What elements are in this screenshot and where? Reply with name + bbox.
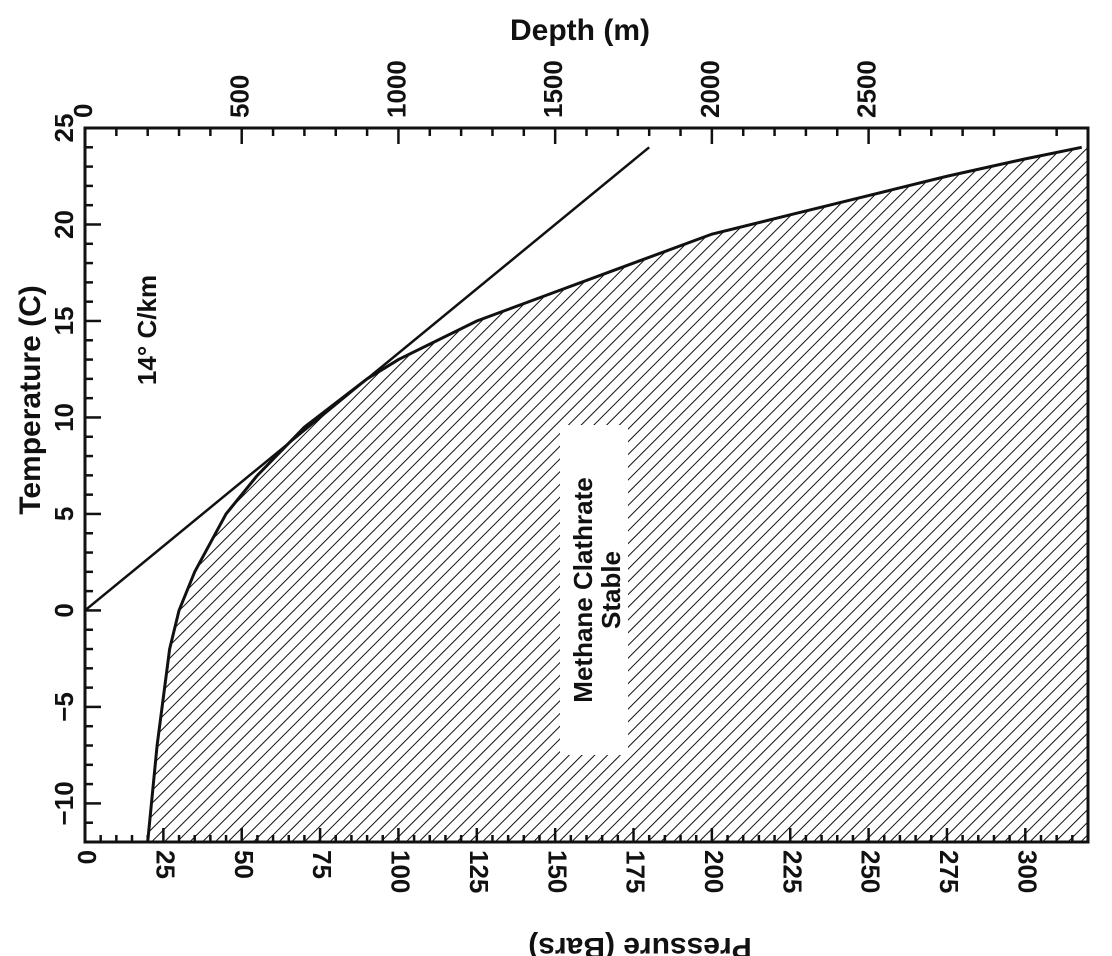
temperature-tick-label: 20 xyxy=(49,210,79,239)
geotherm-label: 14° C/km xyxy=(132,275,162,385)
temperature-axis-title: Temperature (C) xyxy=(14,285,47,514)
temperature-tick-label: 0 xyxy=(49,603,79,617)
pressure-tick-label: 300 xyxy=(1012,850,1042,893)
pressure-tick-label: 25 xyxy=(150,850,180,879)
stability-boundary-line xyxy=(146,145,1083,843)
depth-tick-label: 1500 xyxy=(538,60,568,118)
pressure-tick-label: 100 xyxy=(386,850,416,893)
temperature-tick-label: 25 xyxy=(49,114,79,143)
depth-tick-label: 2000 xyxy=(695,60,725,118)
stable-label-background xyxy=(560,425,628,755)
pressure-tick-label: 275 xyxy=(934,850,964,893)
pressure-tick-label: 250 xyxy=(856,850,886,893)
pressure-tick-label: 0 xyxy=(72,850,102,864)
temperature-tick-label: 15 xyxy=(49,307,79,336)
pressure-tick-label: 200 xyxy=(699,850,729,893)
temperature-tick-label: −10 xyxy=(49,781,79,825)
temperature-tick-label: 10 xyxy=(49,403,79,432)
depth-tick-label: 1000 xyxy=(381,60,411,118)
pressure-axis-title: Pressure (Bars) xyxy=(528,931,751,956)
stable-label-line2: Stable xyxy=(596,551,626,629)
depth-tick-label: 2500 xyxy=(851,60,881,118)
temperature-tick-label: −5 xyxy=(49,692,79,722)
pressure-tick-label: 175 xyxy=(621,850,651,893)
depth-tick-label: 500 xyxy=(225,75,255,118)
depth-axis-title: Depth (m) xyxy=(510,14,650,47)
depth-tick-label: 0 xyxy=(68,104,98,118)
temperature-tick-label: 5 xyxy=(49,507,79,521)
geotherm-line xyxy=(84,146,650,612)
pressure-tick-label: 75 xyxy=(307,850,337,879)
pressure-tick-label: 225 xyxy=(777,850,807,893)
pressure-tick-label: 50 xyxy=(229,850,259,879)
stable-label-line1: Methane Clathrate xyxy=(568,477,598,702)
pressure-tick-label: 150 xyxy=(542,850,572,893)
pressure-tick-label: 125 xyxy=(464,850,494,893)
